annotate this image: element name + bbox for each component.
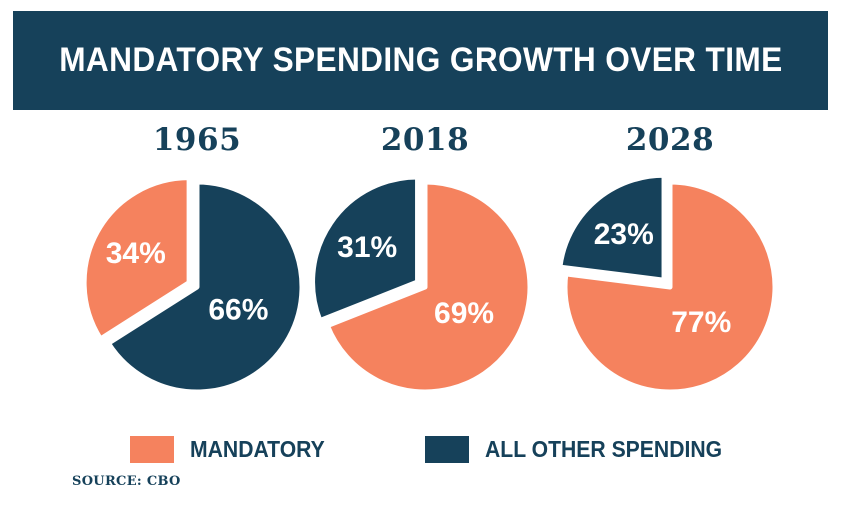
title-banner: MANDATORY SPENDING GROWTH OVER TIME	[13, 11, 828, 110]
pie-slice-1965-0	[81, 175, 192, 342]
legend-swatch-all-other-spending	[425, 435, 469, 463]
pie-slice-2018-1	[310, 174, 421, 324]
year-label-2028: 2028	[625, 122, 715, 158]
pie-slice-label-1965-1: 66%	[208, 293, 268, 326]
legend-label-mandatory: MANDATORY	[190, 435, 325, 462]
legend: MANDATORY ALL OTHER SPENDING	[0, 432, 841, 466]
pie-chart-1965: 34% 66%	[81, 175, 305, 395]
legend-item-all-other-spending: ALL OTHER SPENDING	[425, 432, 743, 466]
pie-chart-2028: 77% 23%	[557, 172, 778, 395]
pie-chart-2018: 69% 31%	[310, 174, 533, 395]
pie-chart-row: 1965 34% 66% 2018 69% 31% 2028 77% 23%	[0, 122, 841, 407]
legend-swatch-mandatory	[130, 435, 174, 463]
pie-panel-2018: 2018 69% 31%	[300, 122, 550, 407]
pie-panel-1965: 1965 34% 66%	[72, 122, 322, 407]
year-label-2018: 2018	[380, 122, 470, 158]
pie-slice-label-2018-0: 69%	[434, 297, 494, 330]
pie-slice-label-2028-0: 77%	[671, 306, 731, 339]
legend-item-mandatory: MANDATORY	[130, 432, 337, 466]
pie-panel-2028: 2028 77% 23%	[545, 122, 795, 407]
pie-slice-2028-0	[562, 179, 778, 395]
source-note: SOURCE: CBO	[72, 474, 181, 489]
page-title: MANDATORY SPENDING GROWTH OVER TIME	[58, 41, 783, 79]
year-label-1965: 1965	[152, 122, 242, 158]
pie-slice-label-1965-0: 34%	[106, 237, 166, 270]
pie-slice-2018-0	[324, 179, 533, 395]
pie-slice-1965-1	[105, 179, 305, 395]
pie-slice-label-2018-1: 31%	[337, 231, 397, 264]
legend-label-all-other-spending: ALL OTHER SPENDING	[485, 435, 723, 462]
pie-slice-label-2028-1: 23%	[594, 218, 654, 251]
pie-slice-2028-1	[557, 172, 667, 283]
